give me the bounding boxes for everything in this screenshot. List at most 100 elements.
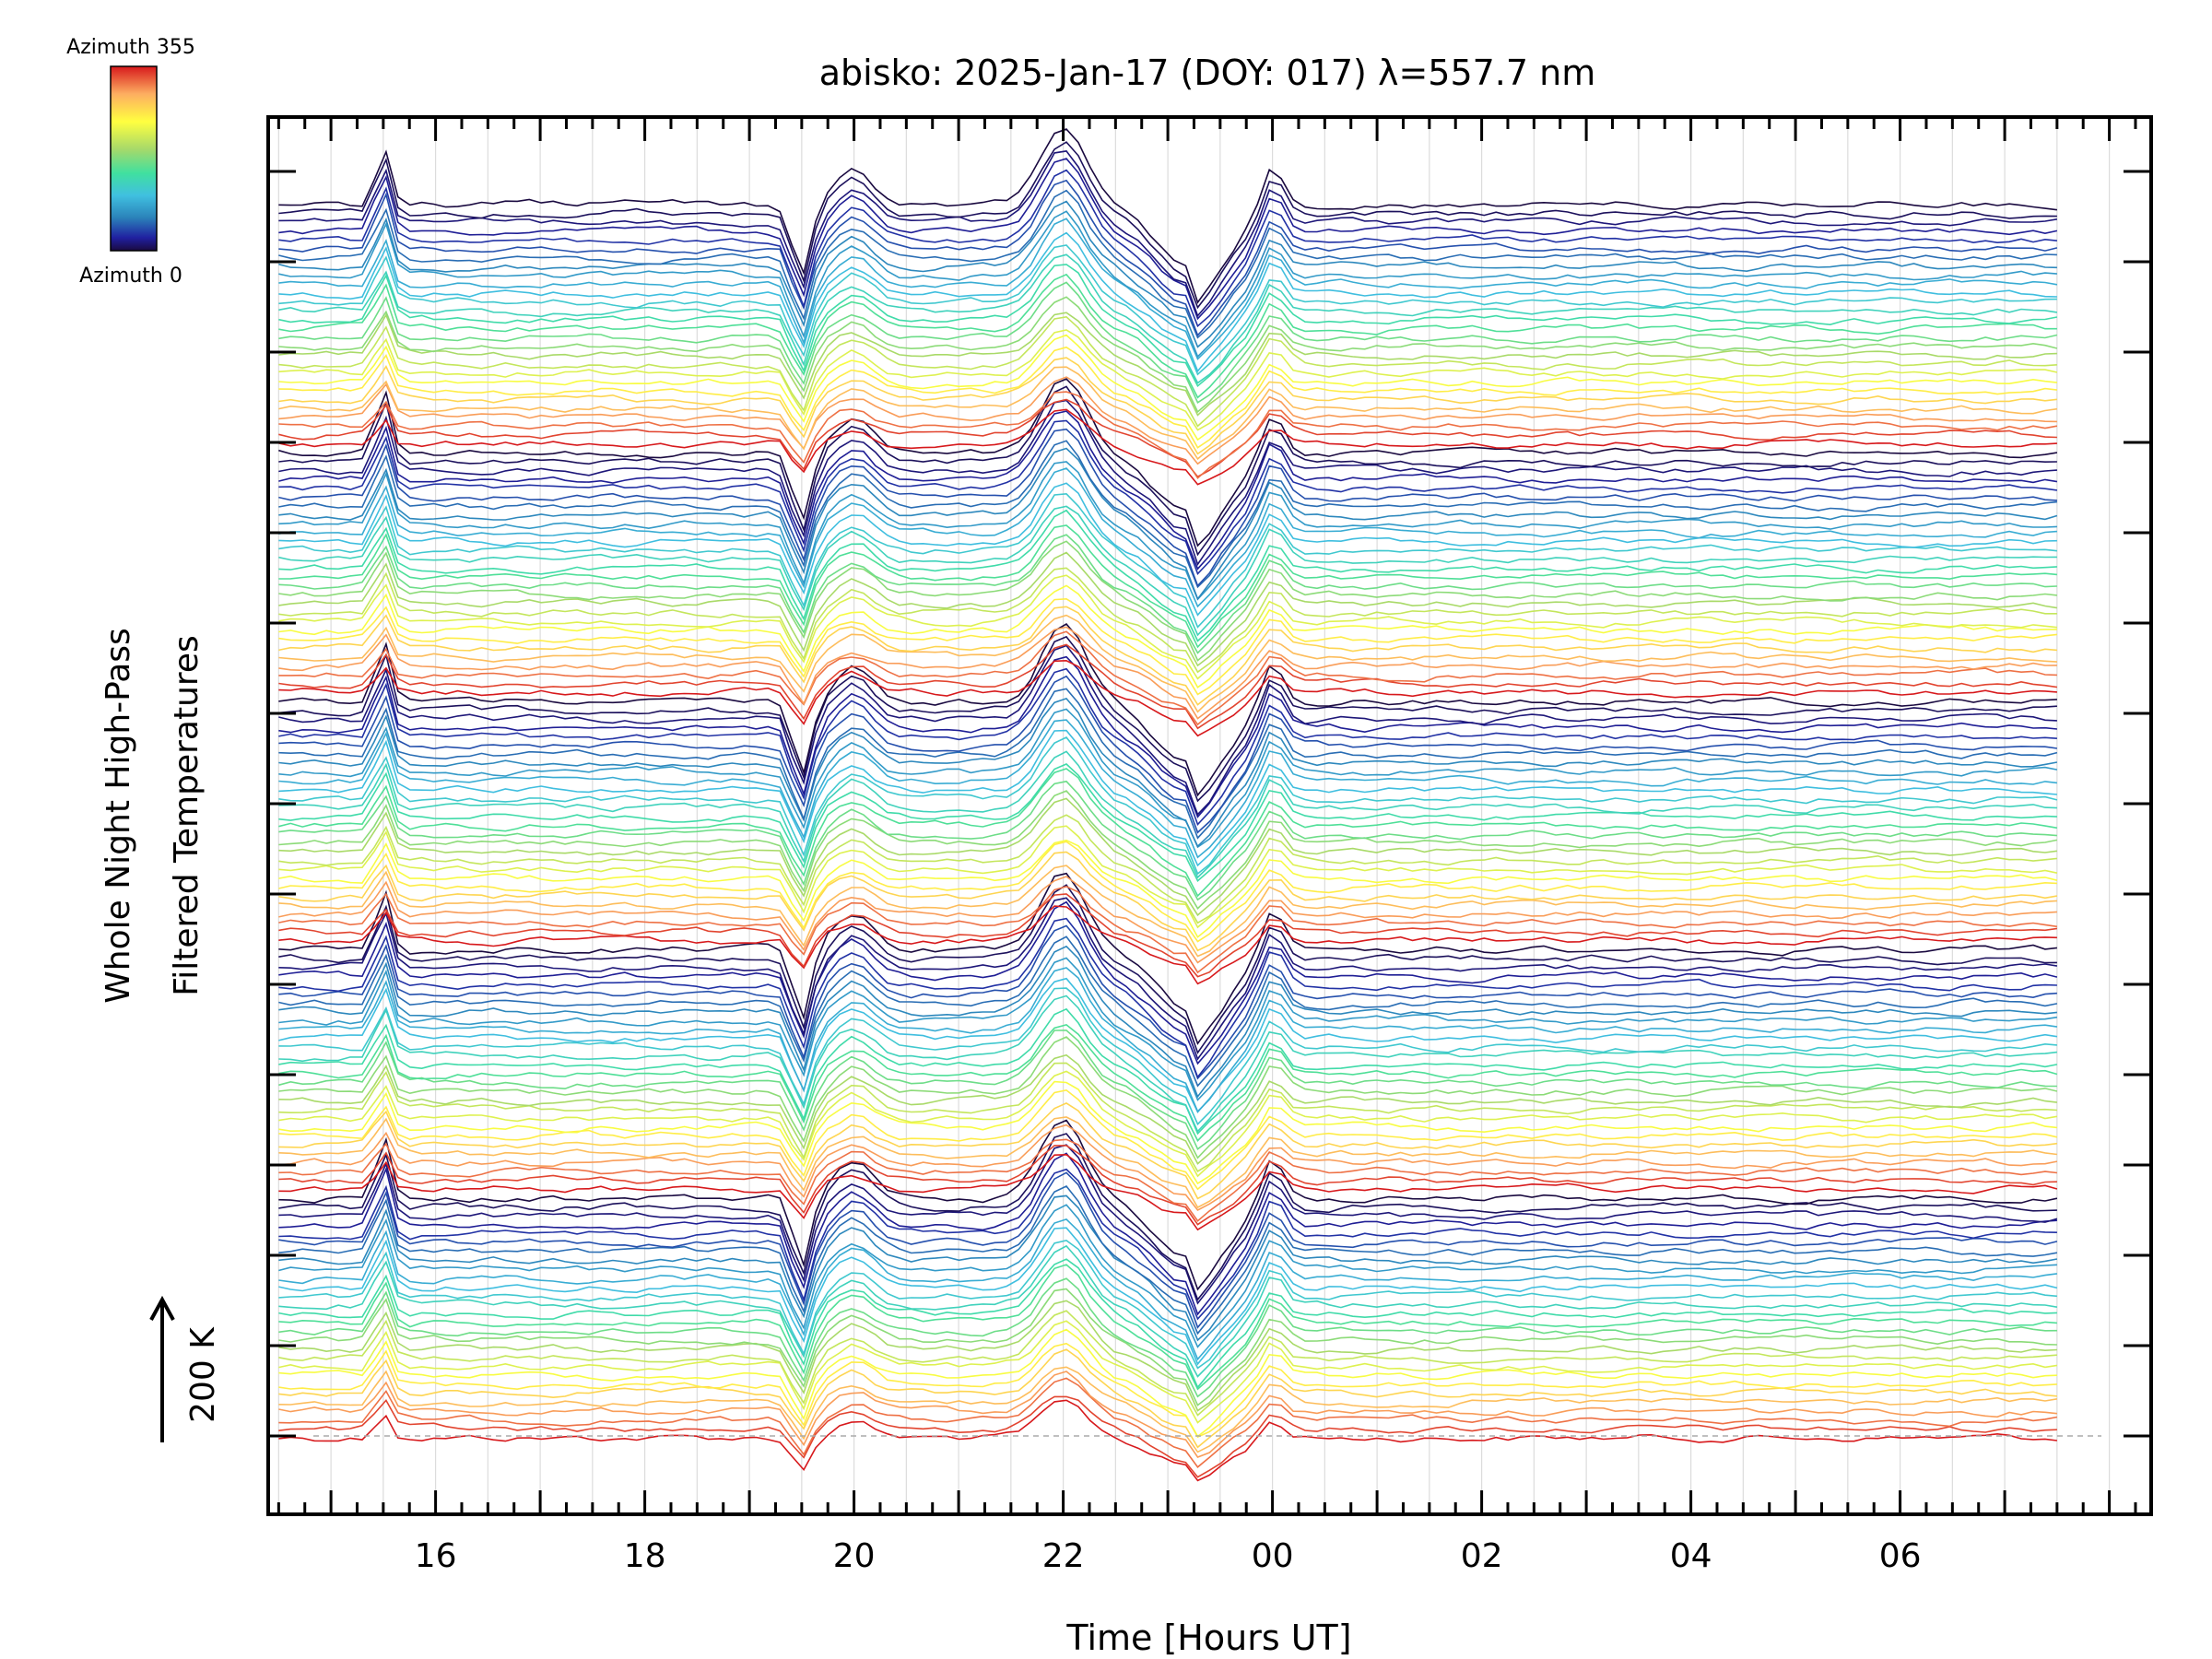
trace-line [278,1053,2057,1165]
trace-line [278,1399,2057,1482]
trace-line [278,790,2058,910]
trace-line [278,750,2057,879]
trace-line [278,551,2058,667]
trace-line [278,1080,2057,1185]
trace-line [278,189,2057,339]
trace-line [278,885,2058,974]
trace-line [278,158,2058,321]
trace-line [278,315,2057,428]
chart-title: abisko: 2025-Jan-17 (DOY: 017) λ=557.7 n… [819,53,1596,93]
axis-ticks: 16 18 20 22 00 02 04 06 [268,117,2151,1575]
trace-line [278,1030,2057,1151]
colorbar [110,65,158,252]
x-tick-label: 20 [833,1537,876,1575]
trace-line [278,447,2058,601]
trace-line [278,814,2057,924]
trace-line [278,1288,2057,1406]
trace-line [278,376,2057,465]
plot-frame [266,115,2153,1516]
trace-line [278,378,2058,547]
trace-line [278,797,2058,917]
x-tick-label: 02 [1461,1537,1503,1575]
trace-line [278,1101,2057,1200]
trace-line [278,574,2057,680]
trace-line [278,900,2058,1065]
trace-line [278,399,2057,566]
trace-line [278,884,2057,1054]
trace-line [278,1124,2058,1212]
trace-line [278,1218,2058,1361]
x-tick-label: 00 [1252,1537,1294,1575]
trace-line [278,635,2057,803]
trace-line [278,768,2058,898]
trace-line [278,281,2058,404]
trace-line [278,231,2057,373]
trace-line [278,924,2057,1080]
trace-line [278,622,2057,797]
trace-line [278,482,2057,617]
trace-line [278,1194,2058,1342]
trace-line [278,1258,2057,1389]
x-axis-label: Time [Hours UT] [1065,1618,1351,1658]
trace-line [278,524,2057,649]
trace-line [278,128,2057,304]
trace-line [278,957,2058,1101]
trace-line [278,1070,2058,1178]
trace-line [278,509,2057,642]
y-axis-label-line2: Filtered Temperatures [168,635,206,996]
trace-line [278,210,2057,359]
trace-line [278,839,2058,938]
trace-line [278,688,2058,840]
trace-line [278,719,2057,859]
trace-line [278,917,2057,1079]
trace-line [278,1377,2058,1468]
trace-line [278,1133,2057,1301]
trace-line [278,1007,2058,1135]
trace-line [278,1062,2057,1173]
trace-line [278,200,2057,348]
trace-line [278,461,2057,601]
trace-line [278,1116,2057,1209]
trace-line [278,244,2057,376]
x-tick-label: 04 [1670,1537,1712,1575]
trace-line [278,141,2057,310]
trace-line [278,1144,2058,1305]
trace-line [278,346,2057,449]
trace-line [278,296,2058,414]
trace-line [278,150,2058,318]
trace-line [278,1300,2057,1412]
trace-line [278,1310,2057,1417]
trace-line [278,540,2057,662]
scale-arrow-icon [149,1295,175,1442]
trace-line [278,606,2057,706]
trace-line [278,1036,2058,1159]
trace-line [278,1328,2057,1438]
trace-line [278,708,2058,849]
trace-line [278,655,2057,818]
trace-line [278,935,2058,1088]
trace-line [278,905,2057,985]
trace-line [278,630,2057,726]
trace-line [278,729,2057,867]
trace-line [278,994,2057,1134]
trace-line [278,1277,2057,1398]
trace-line [278,1342,2057,1439]
trace-line [278,626,2057,720]
trace-line [278,1119,2058,1291]
trace-line [278,169,2057,328]
trace-line [278,667,2057,827]
trace-line [278,736,2058,876]
trace-line [278,334,2057,441]
trace-line [278,1168,2057,1321]
scale-label: 200 K [184,1326,222,1423]
trace-line [278,419,2058,575]
trace-line [278,410,2058,571]
colorbar-bottom-label: Azimuth 0 [79,265,182,288]
x-tick-label: 18 [624,1537,666,1575]
trace-line [278,1264,2057,1391]
x-tick-label: 06 [1879,1537,1922,1575]
trace-line [278,1204,2057,1348]
trace-line [278,1145,2057,1226]
trace-line [278,179,2058,337]
trace-line [278,440,2057,589]
